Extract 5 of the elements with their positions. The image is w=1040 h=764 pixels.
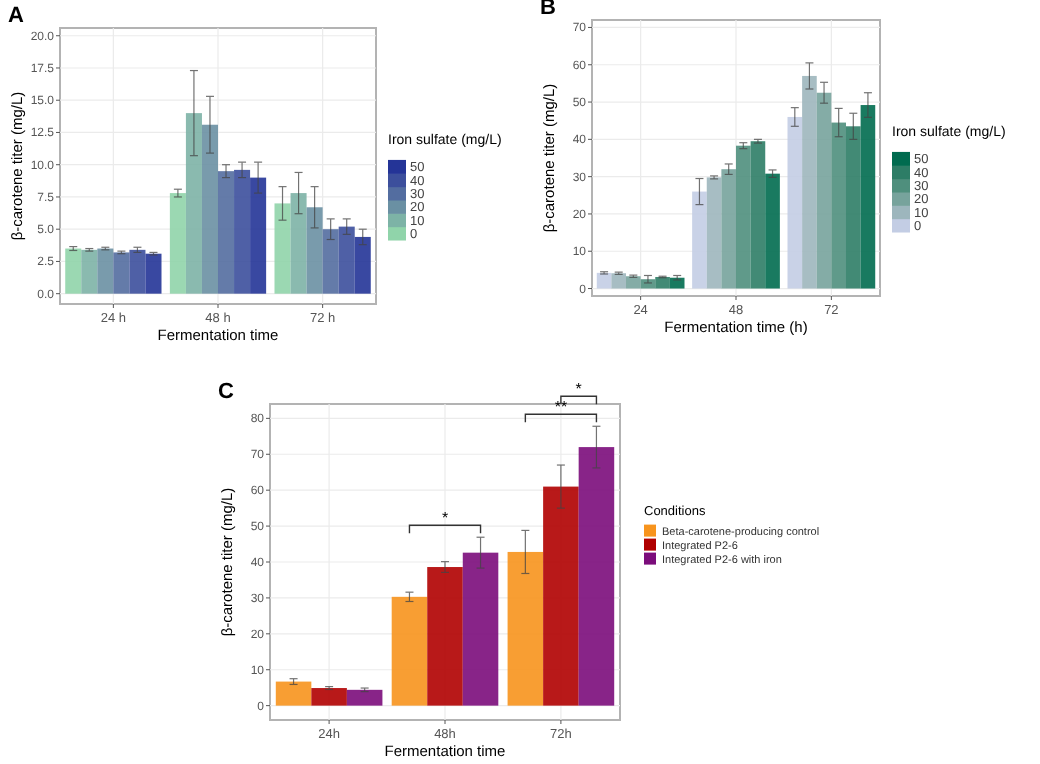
text: * [575, 380, 582, 399]
annotation: * [441, 509, 449, 528]
chart-title: A [8, 4, 24, 28]
chart-title: C [218, 380, 234, 404]
annotation: ** [554, 398, 568, 417]
